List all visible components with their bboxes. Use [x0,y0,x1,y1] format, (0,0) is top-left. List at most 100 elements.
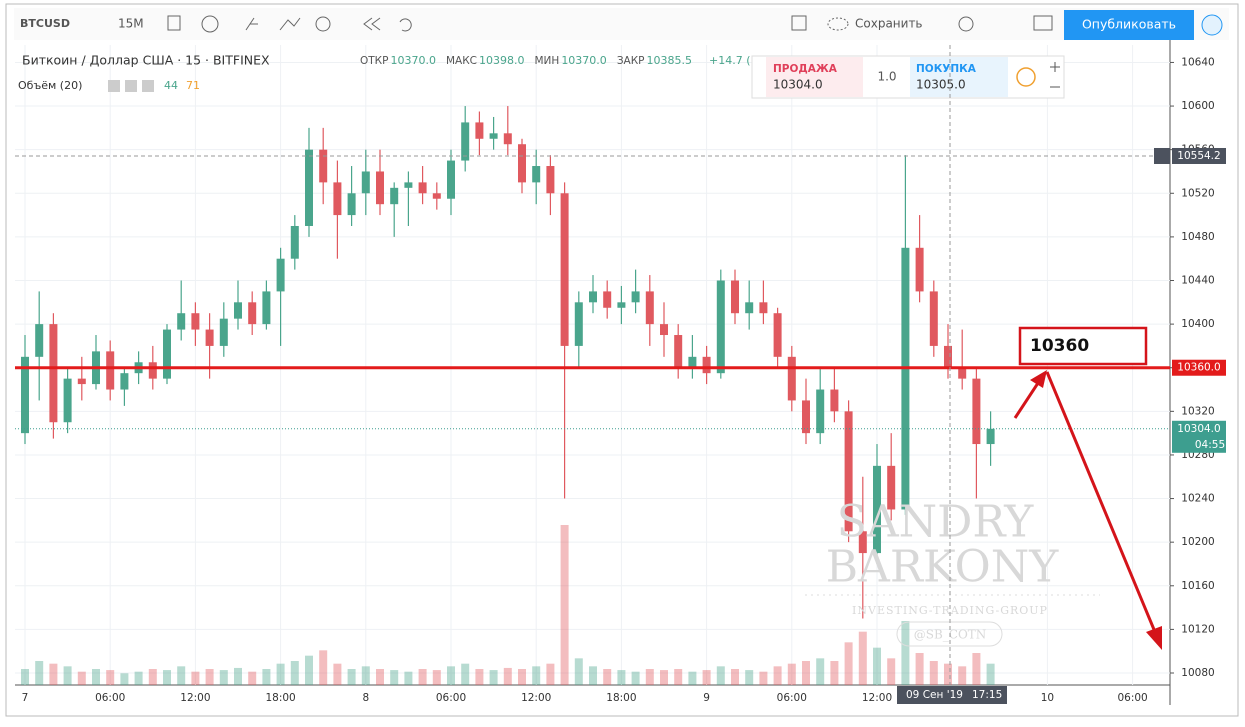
x-tick-label: 8 [362,692,369,704]
y-tick-label: 10440 [1181,275,1214,287]
field-name: ОТКР [360,55,388,67]
crosshair-date: 09 Сен '19 [906,689,963,701]
candle-body [532,166,541,183]
candle-body [745,302,754,314]
candle-body [461,122,470,161]
volume-bar [688,671,697,685]
volume-bar [276,663,285,685]
volume-bar [290,661,299,685]
candle-body [929,291,938,346]
candle-body [305,149,313,226]
volume-bar [361,666,370,685]
volume-bar [35,661,44,685]
volume-bar [92,669,100,685]
volume-bar [844,642,853,685]
countdown: 04:55 [1195,439,1225,451]
toolbar-icons [167,15,1053,33]
y-tick-label: 10200 [1181,536,1214,548]
volume-value: 71 [186,79,200,92]
volume-bar [745,670,754,685]
legend-icon[interactable] [125,80,137,92]
compare-icon[interactable] [279,17,301,31]
sell-price: 10304.0 [773,78,823,92]
candle-body [518,144,526,183]
volume-bar [645,669,654,685]
candle-body [447,160,455,199]
info-icon[interactable] [1016,67,1036,87]
symbol[interactable]: BTCUSD [20,17,70,30]
buy-button[interactable] [910,57,1008,97]
volume-bar [603,669,612,685]
volume-bar [120,673,129,685]
volume-bar [560,525,569,685]
publish-button[interactable] [1064,10,1194,40]
volume-bar [503,667,512,685]
volume-bar [972,653,981,685]
volume-bar [901,621,910,685]
candle-body [120,373,129,390]
volume-bar [333,663,342,685]
settings-icon[interactable] [958,16,974,32]
last-price-box [1172,420,1226,453]
x-tick-label: 18:00 [265,692,295,704]
watermark: BARKONY [826,542,1060,593]
interval[interactable]: 15М [118,17,144,31]
x-tick-label: 18:00 [606,692,636,704]
chart-style-icon[interactable] [167,15,181,31]
y-tick-label: 10160 [1181,580,1214,592]
crosshair-time-box [897,686,1007,704]
volume-bar [134,671,143,685]
candle-body [617,302,626,308]
candle-body [163,329,171,379]
candle-body [574,302,583,346]
indicator-icon[interactable] [201,15,219,33]
candle-body [148,362,157,379]
field-value: 10398.0 [479,54,525,67]
volume-bar [716,666,725,685]
legend-icon[interactable] [142,80,154,92]
crosshair-plus [1154,147,1170,164]
candle-body [432,193,441,199]
volume-bar [518,669,526,685]
candle-body [290,225,299,259]
save-button[interactable]: Сохранить [855,17,923,31]
cloud-icon[interactable] [827,17,849,31]
volume-bar [205,669,214,685]
volume-bar [262,669,271,685]
y-tick-label: 10600 [1181,100,1214,112]
candle-body [674,335,683,368]
volume-bar [347,669,356,685]
toolbar [14,8,1229,40]
legend-icon[interactable] [108,80,120,92]
candle-body [802,400,810,434]
sell-button[interactable] [766,57,863,97]
x-tick-label: 10 [1041,692,1054,704]
alert-icon[interactable] [315,16,331,32]
candle-body [248,302,257,325]
candle-body [603,291,612,308]
volume-bar [432,670,441,685]
volume-bar [958,666,967,685]
candle-body [702,356,711,374]
volume-title: Объём (20) [18,79,82,92]
layout-icon[interactable] [791,15,807,31]
publish-label: Опубликовать [1082,17,1176,32]
level-label: 10360.0 [1177,362,1220,374]
x-tick-label: 12:00 [180,692,210,704]
draw-icon[interactable] [245,17,258,31]
volume-bar [986,663,995,685]
replay-icon[interactable] [363,17,381,31]
field-value: 10370.0 [561,54,607,67]
qty-buttons[interactable] [1050,62,1060,88]
volume-bar [773,666,782,685]
candle-body [319,149,328,183]
volume-bar [21,669,29,685]
level-label-box [1172,359,1226,376]
volume-bar [248,671,257,685]
undo-icon[interactable] [399,18,412,32]
snapshot-icon[interactable] [1033,15,1053,31]
play-button[interactable] [1201,14,1223,36]
y-tick-label: 10120 [1181,623,1214,635]
volume-bar [887,658,896,685]
